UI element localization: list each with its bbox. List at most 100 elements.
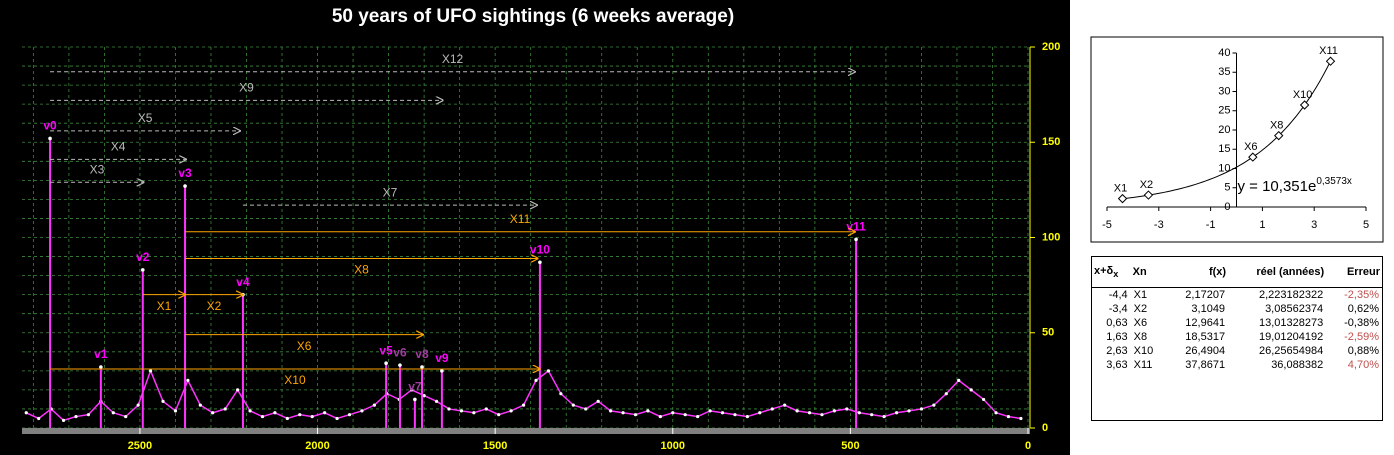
peak-label: v5: [379, 343, 393, 357]
interval-label: X7: [383, 185, 398, 199]
table-cell: 1,63: [1106, 331, 1128, 344]
y-tick-label: 10: [1218, 162, 1230, 174]
peak-label: v1: [94, 347, 108, 361]
peak-point: [854, 237, 858, 242]
peak-point: [183, 184, 187, 188]
data-point: [497, 413, 501, 417]
fit-point: [1299, 100, 1310, 110]
data-point: [74, 414, 78, 419]
fit-point: [1117, 193, 1128, 204]
table-cell: 0,62%: [1347, 303, 1379, 316]
peak-label: v6: [393, 345, 407, 359]
header-text: x+δ: [1094, 265, 1114, 277]
header-cell: x+δx: [1092, 257, 1131, 289]
table-cell: -4,4: [1108, 289, 1128, 302]
data-point: [994, 411, 998, 415]
main-background: [0, 0, 1070, 455]
peak-point: [384, 361, 388, 366]
point-label: X2: [1140, 179, 1153, 191]
data-point: [708, 409, 712, 413]
fit-point: [1143, 190, 1154, 200]
data-point: [807, 411, 812, 415]
table-row: -3,4 X2 3,1049 3,08562374 0,62%: [1092, 302, 1382, 316]
table-cell: 26,25654984: [1258, 345, 1324, 358]
table-header: x+δx Xn f(x) réel (années) Erreur: [1092, 257, 1382, 289]
y-tick-label: 5: [1224, 182, 1230, 194]
table-cell: X11: [1133, 359, 1153, 372]
data-point: [260, 414, 265, 419]
data-point: [484, 407, 488, 411]
table-cell: 18,5317: [1185, 331, 1226, 344]
data-point: [758, 411, 762, 415]
data-point: [795, 409, 799, 413]
fit-label: y = 10,351e: [1238, 178, 1317, 195]
data-point: [148, 369, 153, 373]
data-point: [86, 413, 91, 417]
table-cell: 2,17207: [1185, 289, 1226, 302]
data-point: [173, 409, 178, 413]
data-point: [310, 414, 314, 419]
header-cell: f(x): [1165, 257, 1229, 289]
header-text: réel (années): [1256, 266, 1325, 279]
peak-label: v3: [178, 166, 192, 180]
table-row: 0,63 X6 12,9641 13,01328273 -0,38%: [1092, 316, 1382, 330]
interval-label: X1: [157, 299, 172, 313]
y-tick-label: 100: [1042, 231, 1060, 243]
data-point: [621, 411, 625, 415]
table-cell: X8: [1133, 331, 1148, 344]
data-point: [894, 411, 899, 415]
data-point: [136, 403, 140, 407]
data-point: [932, 403, 936, 407]
data-point: [1006, 414, 1011, 419]
peak-point: [413, 397, 417, 402]
table-body: -4,4 X1 2,17207 2,223182322 -2,35% -3,4 X2 3,10…: [1092, 288, 1382, 373]
point-label: X8: [1270, 120, 1283, 132]
data-point: [584, 407, 588, 411]
data-point: [957, 378, 961, 382]
data-point: [783, 403, 787, 407]
x-axis-band: [22, 428, 1030, 434]
data-point: [546, 369, 551, 373]
x-tick-label: 2500: [128, 440, 152, 452]
y-tick-label: 50: [1042, 327, 1054, 339]
table-cell: 19,01204192: [1258, 331, 1324, 344]
table-row: 3,63 X11 37,8671 36,088382 4,70%: [1092, 358, 1382, 372]
fit-curve: [1122, 60, 1331, 200]
data-point: [459, 409, 464, 413]
table-row: 2,63 X10 26,4904 26,25654984 0,88%: [1092, 344, 1382, 358]
peak-label: v10: [530, 242, 550, 256]
interval-label: X3: [90, 162, 105, 176]
fit-point: [1274, 130, 1284, 141]
table-cell: X6: [1133, 317, 1148, 330]
x-tick-label: -1: [1206, 219, 1216, 231]
peak-point: [398, 363, 402, 367]
data-point: [61, 418, 66, 422]
data-point: [360, 409, 364, 413]
x-tick-label: 0: [1025, 440, 1031, 452]
table-cell: 37,8671: [1185, 359, 1226, 372]
header-cell: Erreur: [1326, 257, 1382, 289]
x-tick-label: 1500: [483, 440, 507, 452]
table-cell: 36,088382: [1271, 359, 1324, 372]
data-point: [223, 407, 227, 411]
y-tick-label: 0: [1224, 201, 1230, 213]
header-sub: x: [1113, 269, 1119, 280]
peak-label: v4: [236, 275, 250, 289]
peak-point: [440, 369, 444, 373]
table-cell: -2,59%: [1344, 331, 1379, 344]
peak-label: v9: [435, 351, 449, 365]
peak-label: v8: [415, 347, 429, 361]
peak-point: [538, 260, 542, 265]
y-tick-label: 200: [1042, 41, 1060, 53]
header-text: f(x): [1208, 266, 1227, 279]
interval-label: X8: [354, 263, 369, 277]
interval-label: X5: [138, 111, 153, 125]
table-cell: -0,38%: [1344, 317, 1379, 330]
y-tick-label: 15: [1218, 143, 1230, 155]
table-cell: 3,63: [1106, 359, 1128, 372]
y-tick-label: 20: [1218, 124, 1230, 136]
x-tick-label: 1000: [661, 440, 685, 452]
chart-title: 50 years of UFO sightings (6 weeks avera…: [332, 6, 734, 27]
